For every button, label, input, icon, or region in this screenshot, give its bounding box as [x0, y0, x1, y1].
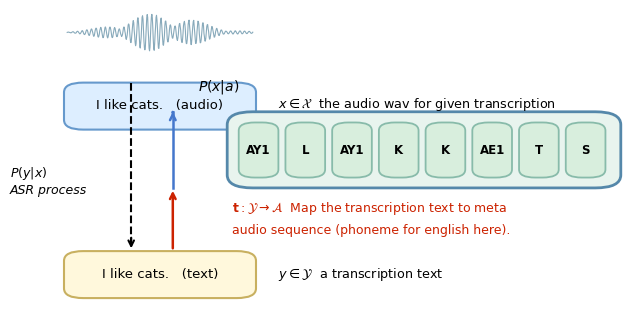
Text: $P(y|x)$
ASR process: $P(y|x)$ ASR process: [10, 166, 87, 197]
FancyBboxPatch shape: [379, 122, 419, 178]
FancyBboxPatch shape: [64, 83, 256, 130]
FancyBboxPatch shape: [285, 122, 325, 178]
FancyBboxPatch shape: [426, 122, 465, 178]
Text: $x \in \mathcal{X}$  the audio wav for given transcription: $x \in \mathcal{X}$ the audio wav for gi…: [278, 96, 556, 113]
FancyBboxPatch shape: [64, 251, 256, 298]
Text: T: T: [535, 144, 543, 156]
Text: AY1: AY1: [246, 144, 271, 156]
Text: L: L: [301, 144, 309, 156]
Text: AY1: AY1: [340, 144, 364, 156]
Text: $P(x|a)$: $P(x|a)$: [198, 78, 240, 97]
FancyBboxPatch shape: [332, 122, 372, 178]
Text: K: K: [394, 144, 403, 156]
FancyBboxPatch shape: [227, 112, 621, 188]
FancyBboxPatch shape: [519, 122, 559, 178]
Text: S: S: [581, 144, 590, 156]
Text: I like cats.   (text): I like cats. (text): [102, 268, 218, 281]
Text: K: K: [441, 144, 450, 156]
Text: AE1: AE1: [479, 144, 505, 156]
Text: I like cats.   (audio): I like cats. (audio): [97, 99, 223, 112]
FancyBboxPatch shape: [566, 122, 605, 178]
FancyBboxPatch shape: [239, 122, 278, 178]
Text: audio sequence (phoneme for english here).: audio sequence (phoneme for english here…: [232, 224, 510, 237]
FancyBboxPatch shape: [472, 122, 512, 178]
Text: $y \in \mathcal{Y}$  a transcription text: $y \in \mathcal{Y}$ a transcription text: [278, 266, 444, 283]
Text: $\mathbf{t}: \mathcal{Y} \rightarrow \mathcal{A}$  Map the transcription text to: $\mathbf{t}: \mathcal{Y} \rightarrow \ma…: [232, 201, 507, 217]
